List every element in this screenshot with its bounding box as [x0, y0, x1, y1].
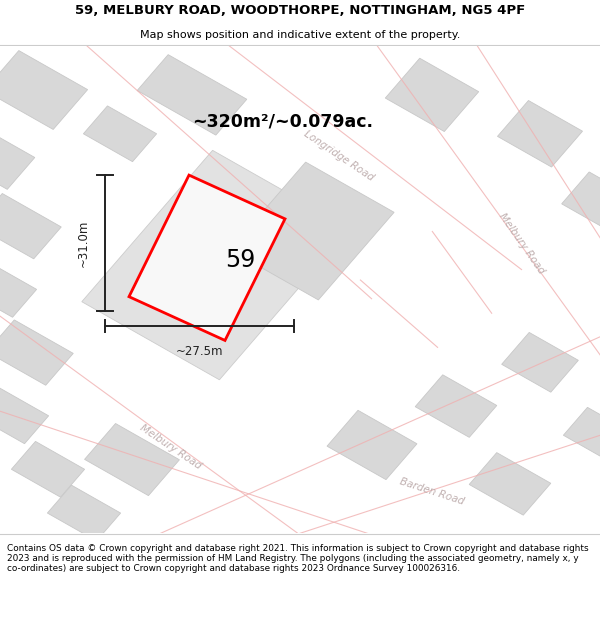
- Polygon shape: [129, 175, 285, 341]
- Polygon shape: [497, 101, 583, 167]
- Text: Longridge Road: Longridge Road: [302, 129, 376, 182]
- Polygon shape: [230, 162, 394, 300]
- Polygon shape: [85, 424, 179, 496]
- Polygon shape: [0, 261, 37, 318]
- Text: 59: 59: [225, 248, 255, 272]
- Polygon shape: [385, 58, 479, 131]
- Text: ~320m²/~0.079ac.: ~320m²/~0.079ac.: [192, 112, 373, 131]
- Polygon shape: [469, 452, 551, 515]
- Polygon shape: [0, 127, 35, 189]
- Polygon shape: [502, 332, 578, 392]
- Polygon shape: [0, 51, 88, 129]
- Polygon shape: [82, 151, 350, 380]
- Text: Contains OS data © Crown copyright and database right 2021. This information is : Contains OS data © Crown copyright and d…: [7, 544, 589, 573]
- Polygon shape: [0, 194, 61, 259]
- Text: ~27.5m: ~27.5m: [176, 345, 223, 358]
- Text: Melbury Road: Melbury Road: [139, 423, 203, 472]
- Text: Barden Road: Barden Road: [398, 476, 466, 506]
- Text: Map shows position and indicative extent of the property.: Map shows position and indicative extent…: [140, 29, 460, 40]
- Polygon shape: [137, 54, 247, 135]
- Polygon shape: [327, 411, 417, 479]
- Polygon shape: [47, 485, 121, 541]
- Polygon shape: [562, 172, 600, 232]
- Text: ~31.0m: ~31.0m: [77, 219, 90, 267]
- Polygon shape: [11, 441, 85, 497]
- Text: Melbury Road: Melbury Road: [497, 211, 547, 276]
- Polygon shape: [563, 408, 600, 463]
- Polygon shape: [0, 388, 49, 444]
- Polygon shape: [415, 375, 497, 438]
- Polygon shape: [0, 320, 73, 385]
- Text: 59, MELBURY ROAD, WOODTHORPE, NOTTINGHAM, NG5 4PF: 59, MELBURY ROAD, WOODTHORPE, NOTTINGHAM…: [75, 4, 525, 17]
- Polygon shape: [83, 106, 157, 162]
